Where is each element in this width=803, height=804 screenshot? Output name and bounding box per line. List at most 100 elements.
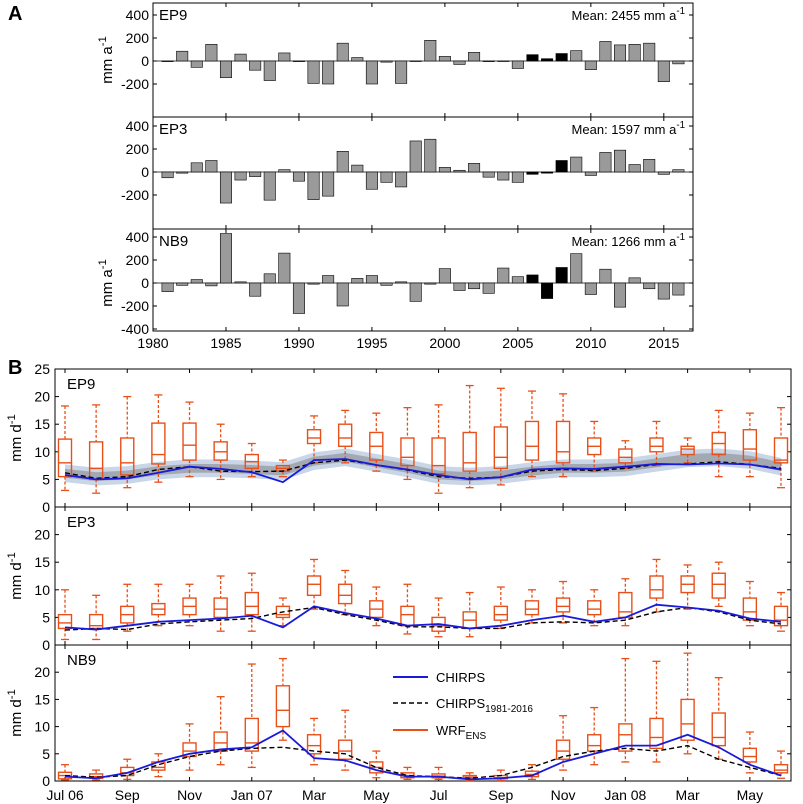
bar-2014 bbox=[643, 42, 656, 62]
bar-2008 bbox=[555, 53, 568, 62]
iqr-box bbox=[493, 426, 509, 470]
y-axis-label-base: mm a bbox=[99, 46, 116, 84]
bar-1983 bbox=[190, 279, 203, 284]
bar-2010 bbox=[584, 60, 597, 70]
bar-1985 bbox=[219, 60, 232, 78]
bar-2006 bbox=[526, 171, 539, 175]
bar-2008 bbox=[555, 160, 568, 173]
bar-1986 bbox=[234, 53, 247, 62]
bar-2012 bbox=[614, 149, 627, 173]
x-tick-label: Sep bbox=[115, 787, 140, 803]
bar-1996 bbox=[380, 171, 393, 183]
panel-a-letter: A bbox=[8, 3, 22, 25]
chirps-climatology-line bbox=[64, 744, 782, 779]
bar-1992 bbox=[322, 171, 335, 197]
iqr-box bbox=[680, 698, 695, 741]
bar-1991 bbox=[307, 171, 320, 200]
wrf-box-month-10 bbox=[337, 409, 353, 464]
iqr-box bbox=[649, 575, 664, 599]
bar-2000 bbox=[438, 167, 451, 173]
bar-1989 bbox=[278, 52, 291, 62]
box-subplot-nb9: 0 5 10 15 20 NB9 bbox=[34, 644, 792, 789]
bar-1981 bbox=[161, 171, 174, 179]
station-label: EP9 bbox=[67, 376, 95, 393]
bar-2003 bbox=[482, 171, 495, 178]
bar-2010 bbox=[584, 171, 597, 176]
iqr-box bbox=[618, 448, 633, 464]
iqr-box bbox=[555, 420, 571, 464]
bar-1991 bbox=[307, 282, 320, 285]
wrf-box-month-5 bbox=[182, 401, 197, 478]
y-tick-label: 0 bbox=[42, 773, 50, 789]
wrf-box-month-5 bbox=[182, 583, 197, 627]
iqr-box bbox=[618, 723, 633, 752]
bar-1985 bbox=[219, 171, 232, 204]
iqr-box bbox=[680, 445, 695, 456]
x-tick-label: May bbox=[363, 787, 389, 803]
bar-2006 bbox=[526, 54, 539, 62]
bar-1990 bbox=[292, 171, 305, 182]
y-tick-label: 15 bbox=[34, 691, 50, 707]
x-tick-label: Jan 07 bbox=[231, 787, 273, 803]
iqr-box bbox=[587, 734, 602, 752]
bar-2007 bbox=[541, 282, 554, 299]
wrf-box-month-1 bbox=[57, 589, 73, 641]
wrf-box-month-19 bbox=[618, 657, 633, 763]
chirps-line bbox=[64, 603, 782, 631]
bar-2000 bbox=[438, 268, 451, 284]
iqr-box bbox=[493, 605, 509, 621]
wrf-box-month-18 bbox=[587, 420, 602, 472]
wrf-box-month-24 bbox=[773, 591, 789, 632]
wrf-box-month-16 bbox=[524, 589, 540, 624]
wrf-box-month-19 bbox=[618, 440, 633, 470]
wrf-box-month-16 bbox=[524, 764, 540, 781]
bar-1987 bbox=[249, 60, 262, 71]
bar-2000 bbox=[438, 56, 451, 62]
bar-2015 bbox=[657, 282, 670, 300]
wrf-box-month-2 bbox=[88, 594, 104, 641]
wrf-box-month-24 bbox=[773, 406, 789, 489]
x-tick-label: May bbox=[737, 787, 763, 803]
legend-label: CHIRPS bbox=[436, 670, 485, 685]
iqr-box bbox=[711, 572, 726, 599]
iqr-box bbox=[524, 600, 540, 616]
bar-1987 bbox=[249, 282, 262, 297]
iqr-box bbox=[182, 422, 197, 461]
wrf-box-month-2 bbox=[88, 404, 104, 494]
bar-2002 bbox=[468, 52, 481, 62]
bar-1984 bbox=[205, 282, 218, 287]
wrf-box-month-17 bbox=[555, 393, 571, 478]
bar-1981 bbox=[161, 60, 174, 62]
y-tick-label: 0 bbox=[42, 499, 50, 515]
bar-1986 bbox=[234, 281, 247, 284]
iqr-box bbox=[275, 605, 291, 619]
iqr-box bbox=[462, 431, 477, 472]
y-tick-label: -400 bbox=[121, 321, 149, 337]
bar-2009 bbox=[570, 50, 583, 62]
bar-2013 bbox=[628, 277, 641, 284]
legend-label-main: CHIRPS bbox=[436, 670, 485, 685]
bar-1991 bbox=[307, 60, 320, 84]
y-tick-label: 15 bbox=[34, 416, 50, 432]
y-tick-label: 5 bbox=[42, 746, 50, 762]
bar-2009 bbox=[570, 156, 583, 173]
bar-subplot-ep9: -200 0 200 400 EP9 Mean: 2455 mm a-1 bbox=[121, 2, 694, 118]
iqr-box bbox=[306, 429, 322, 445]
y-tick-label: 20 bbox=[34, 664, 50, 680]
wrf-box-month-24 bbox=[773, 750, 789, 779]
iqr-box bbox=[337, 583, 353, 605]
y-tick-label: 5 bbox=[42, 471, 50, 487]
x-tick-label: 2000 bbox=[429, 335, 460, 351]
wrf-box-month-1 bbox=[57, 405, 73, 492]
bar-1994 bbox=[351, 164, 364, 173]
x-tick-label: Nov bbox=[551, 787, 576, 803]
wrf-box-month-5 bbox=[182, 723, 197, 771]
bar-1997 bbox=[395, 171, 408, 188]
wrf-box-month-21 bbox=[680, 437, 695, 464]
bar-1981 bbox=[161, 282, 174, 292]
bar-2005 bbox=[511, 60, 524, 69]
x-tick-label: 2005 bbox=[502, 335, 533, 351]
wrf-box-month-6 bbox=[213, 696, 228, 766]
bar-1995 bbox=[365, 275, 378, 284]
